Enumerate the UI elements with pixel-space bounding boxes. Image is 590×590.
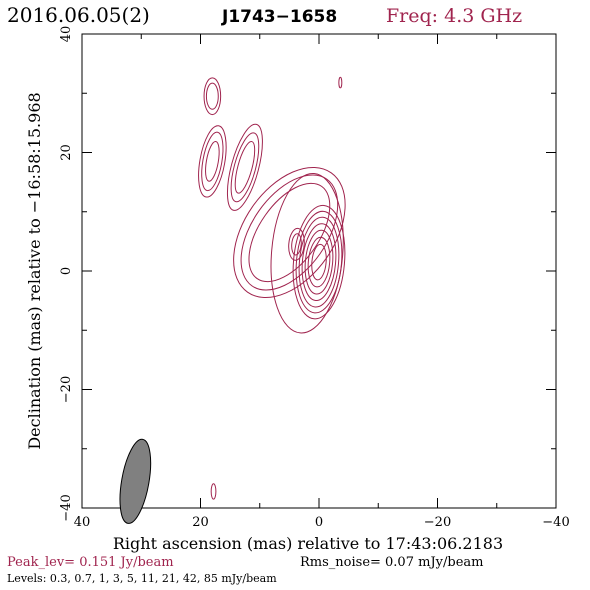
frequency-label: Freq: 4.3 GHz xyxy=(386,5,522,27)
contour-blob-b xyxy=(205,141,220,182)
contour-core xyxy=(307,236,331,288)
contour-core xyxy=(298,216,340,308)
beam-layer xyxy=(119,438,152,524)
x-tick-label: −20 xyxy=(424,515,451,530)
x-tick-labels: 40 20 0 −20 −40 xyxy=(74,515,570,530)
contour-blob-b xyxy=(201,131,224,192)
contour-jet-knot xyxy=(288,227,305,261)
contour-jet-knot xyxy=(291,233,302,256)
peak-level: Peak_lev= 0.151 Jy/beam xyxy=(7,555,174,570)
contour-blob-a xyxy=(234,140,256,194)
contour-blob-a xyxy=(226,123,263,211)
beam-ellipse xyxy=(119,438,152,524)
y-tick-label: 20 xyxy=(59,144,74,161)
contour-core xyxy=(304,229,334,295)
y-tick-label: −20 xyxy=(59,376,74,403)
source-name: J1743−1658 xyxy=(221,7,337,27)
plot-frame xyxy=(81,33,557,509)
y-tick-labels: −40 −20 0 20 40 xyxy=(59,26,74,522)
contour-layer xyxy=(198,76,346,500)
y-tick-label: 0 xyxy=(59,267,74,275)
contour-blob-c xyxy=(203,77,222,116)
contour-blob-a xyxy=(230,132,260,203)
x-tick-label: 20 xyxy=(192,515,209,530)
contour-jet-extended xyxy=(240,174,339,291)
contour-blob-b xyxy=(198,125,227,198)
x-tick-label: 0 xyxy=(315,515,323,530)
x-tick-label: 40 xyxy=(74,515,91,530)
x-axis-label: Right ascension (mas) relative to 17:43:… xyxy=(113,534,503,553)
axis-ticks xyxy=(81,33,557,509)
x-tick-label: −40 xyxy=(542,515,569,530)
contour-blob-e xyxy=(210,483,217,500)
contour-core xyxy=(292,204,346,320)
observation-date: 2016.06.05(2) xyxy=(7,3,150,27)
y-axis-label: Declination (mas) relative to −16:58:15.… xyxy=(25,92,44,449)
contour-core xyxy=(311,243,327,281)
contour-inner-jet xyxy=(270,172,344,334)
contour-jet-extended xyxy=(233,166,346,299)
contour-blob-d xyxy=(338,76,343,89)
y-tick-label: −40 xyxy=(59,494,74,521)
rms-noise: Rms_noise= 0.07 mJy/beam xyxy=(300,555,483,570)
contour-jet-extended xyxy=(248,182,331,283)
contour-blob-c xyxy=(205,82,219,110)
contour-levels: Levels: 0.3, 0.7, 1, 3, 5, 11, 21, 42, 8… xyxy=(7,572,277,585)
contour-core xyxy=(295,210,343,314)
contour-core xyxy=(301,223,337,302)
y-tick-label: 40 xyxy=(59,26,74,43)
